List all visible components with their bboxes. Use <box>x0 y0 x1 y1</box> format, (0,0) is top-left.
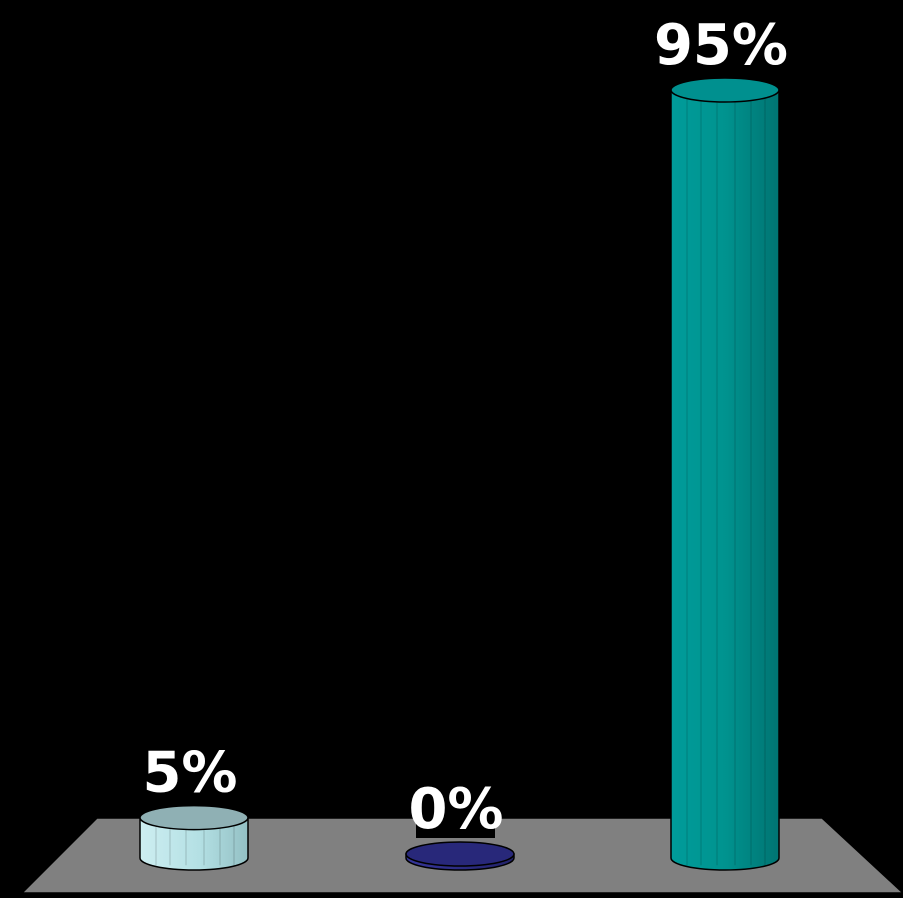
bar-body-2 <box>670 89 780 871</box>
bars-layer <box>139 77 780 871</box>
bar-0 <box>139 804 249 871</box>
bar-1 <box>405 841 515 871</box>
bar-cap-2 <box>670 77 780 103</box>
data-label-0: 5% <box>142 741 237 806</box>
bar-2 <box>670 77 780 871</box>
labels-layer: 5% 0% 95% <box>142 13 788 842</box>
bar-cap-1 <box>405 841 515 867</box>
data-label-1: 0% <box>408 777 503 842</box>
bar-cap-0 <box>139 804 249 831</box>
data-label-bg-1 <box>416 776 495 838</box>
bar-body-0 <box>139 816 249 871</box>
data-label-2: 95% <box>654 13 788 78</box>
